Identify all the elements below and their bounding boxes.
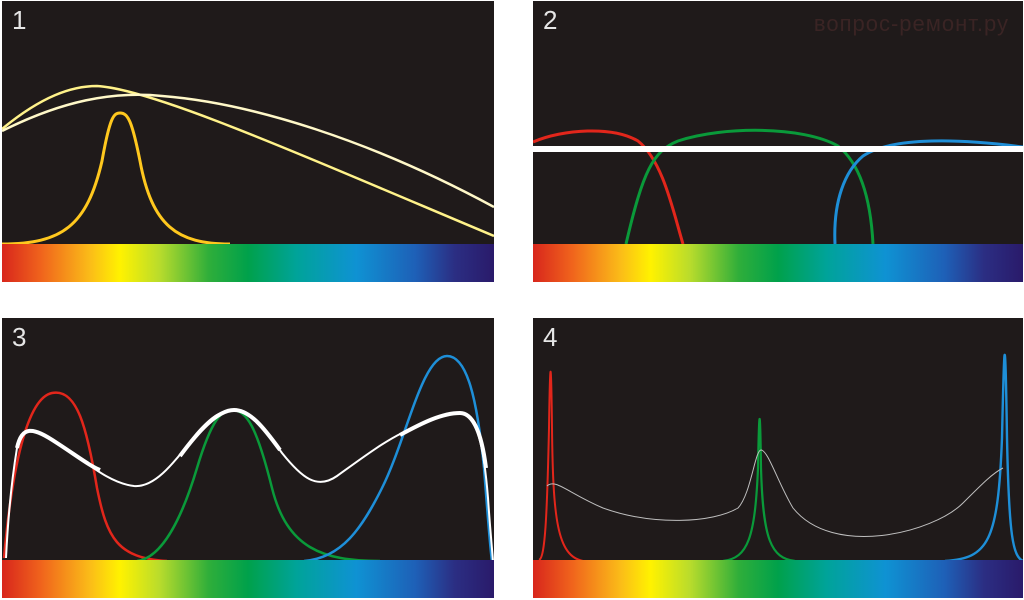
white-composite-thick-right [399,410,488,469]
green-curve [624,128,875,245]
panel-1: 1 [2,1,494,282]
red-narrow-peak [538,370,584,562]
spectrum-curves [2,84,494,246]
gray-composite-curve [546,449,1004,537]
green-narrow-peak [722,417,796,563]
narrow-peak-yellow [2,111,231,246]
panel-number: 3 [12,322,27,352]
white-composite-thick-mid [178,407,282,458]
white-flat-line [533,146,1023,152]
broad-curve-a [2,84,494,238]
panel-number: 2 [543,5,558,35]
color-spectrum-bar [533,560,1023,598]
blue-narrow-peak [944,353,1023,563]
white-composite-curve [5,408,494,562]
green-peak [136,408,381,563]
spectrum-curves [533,128,1023,245]
color-spectrum-bar [2,244,494,282]
spectrum-curves [2,354,494,563]
color-spectrum-bar [2,560,494,598]
blue-peak [303,354,494,563]
red-peak [2,391,168,563]
broad-curve-b [2,93,494,209]
panel-2: 2 вопрос-ремонт.ру [533,1,1023,282]
panel-4: 4 [533,318,1023,598]
panel-3: 3 [2,318,494,598]
white-composite-thick-left [15,428,101,472]
watermark: вопрос-ремонт.ру [813,11,1009,36]
panel-number: 1 [12,5,27,35]
red-curve [533,129,685,245]
blue-curve [833,139,1023,245]
color-spectrum-bar [533,244,1023,282]
panel-number: 4 [543,322,558,352]
spectrum-curves [538,353,1023,563]
